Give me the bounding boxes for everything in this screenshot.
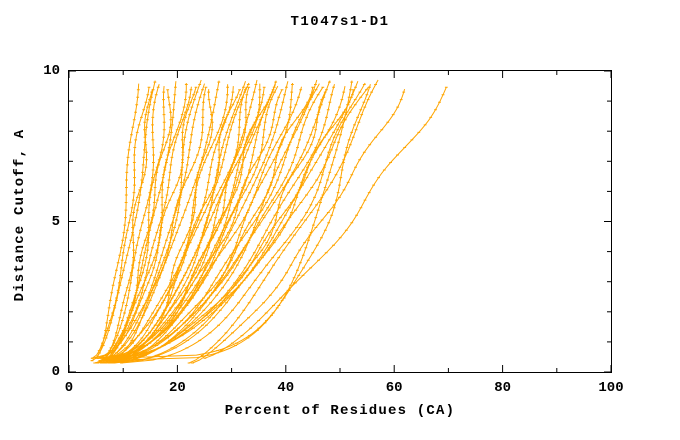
curve-markers	[112, 86, 371, 359]
model-curve	[192, 88, 406, 364]
model-curve	[91, 83, 140, 362]
model-curve	[105, 79, 258, 364]
curve-markers	[203, 86, 448, 359]
curve-markers	[93, 91, 166, 364]
model-curve	[108, 88, 274, 364]
y-tick-label: 10	[43, 63, 60, 79]
x-tick-label: 40	[277, 380, 295, 396]
model-curve	[111, 81, 359, 359]
model-curve	[114, 83, 320, 362]
curve-markers	[191, 91, 406, 364]
x-tick-label: 20	[168, 380, 186, 396]
x-tick-label: 60	[385, 380, 403, 396]
model-curve	[106, 81, 289, 359]
chart-title: T1047s1-D1	[290, 14, 390, 30]
x-axis-label: Percent of Residues (CA)	[224, 403, 456, 419]
model-curve	[98, 81, 177, 359]
curve-markers	[110, 86, 357, 359]
x-tick-label: 0	[64, 380, 74, 396]
y-tick-label: 5	[51, 213, 60, 230]
model-curve	[103, 79, 318, 364]
plot-canvas	[69, 71, 611, 372]
plot-area	[68, 70, 612, 373]
model-curve	[102, 83, 205, 362]
model-curve	[107, 83, 261, 362]
curve-markers	[93, 84, 250, 364]
model-curve	[94, 86, 165, 364]
x-tick-label: 100	[598, 380, 624, 396]
curve-markers	[105, 86, 288, 359]
model-curve	[111, 86, 346, 364]
curve-markers	[90, 81, 157, 362]
model-curve	[188, 79, 379, 364]
y-tick-label: 0	[51, 364, 60, 380]
curve-markers	[187, 84, 377, 364]
curve-markers	[102, 89, 303, 362]
x-tick-label: 80	[494, 380, 511, 396]
curve-markers	[98, 81, 221, 362]
curve-markers	[106, 89, 262, 362]
